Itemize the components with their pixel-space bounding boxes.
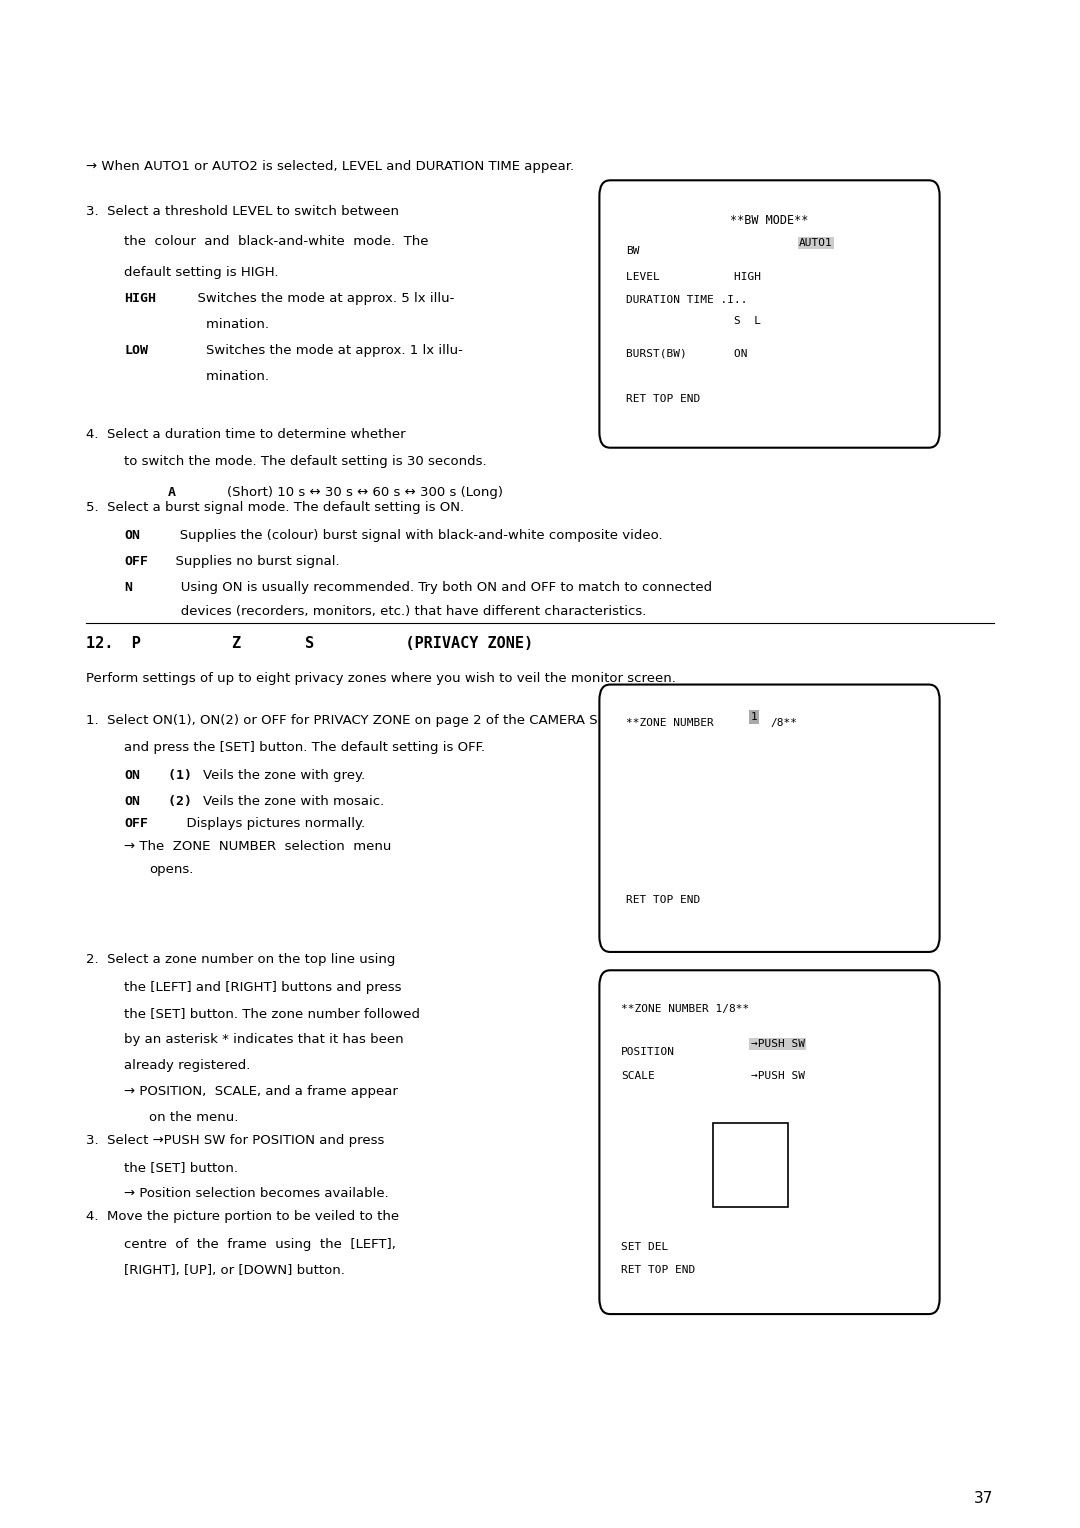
Text: [RIGHT], [UP], or [DOWN] button.: [RIGHT], [UP], or [DOWN] button. [124, 1264, 346, 1277]
FancyBboxPatch shape [599, 180, 940, 448]
Text: Supplies the (colour) burst signal with black-and-white composite video.: Supplies the (colour) burst signal with … [167, 529, 663, 542]
Text: →PUSH SW: →PUSH SW [751, 1071, 805, 1082]
Text: SCALE: SCALE [621, 1071, 654, 1082]
Text: BW: BW [626, 246, 639, 257]
Text: and press the [SET] button. The default setting is OFF.: and press the [SET] button. The default … [124, 741, 485, 755]
Text: devices (recorders, monitors, etc.) that have different characteristics.: devices (recorders, monitors, etc.) that… [151, 605, 647, 619]
Text: LEVEL           HIGH: LEVEL HIGH [626, 272, 761, 283]
Text: to switch the mode. The default setting is 30 seconds.: to switch the mode. The default setting … [124, 455, 487, 469]
Text: 1.  Select ON(1), ON(2) or OFF for PRIVACY ZONE on page 2 of the CAMERA SETUP me: 1. Select ON(1), ON(2) or OFF for PRIVAC… [86, 714, 674, 727]
Text: S  L: S L [626, 316, 761, 327]
Text: BURST(BW)       ON: BURST(BW) ON [626, 348, 747, 359]
Text: ON: ON [124, 769, 140, 782]
Text: /8**: /8** [770, 718, 797, 729]
Text: Displays pictures normally.: Displays pictures normally. [178, 817, 365, 831]
Text: AUTO1: AUTO1 [799, 238, 833, 249]
Text: RET TOP END: RET TOP END [621, 1265, 696, 1276]
Text: 12.  P          Z       S          (PRIVACY ZONE): 12. P Z S (PRIVACY ZONE) [86, 636, 534, 651]
Text: by an asterisk * indicates that it has been: by an asterisk * indicates that it has b… [124, 1033, 404, 1047]
FancyBboxPatch shape [599, 970, 940, 1314]
Text: →PUSH SW: →PUSH SW [751, 1039, 805, 1050]
Text: Supplies no burst signal.: Supplies no burst signal. [167, 555, 340, 568]
Text: 4.  Select a duration time to determine whether: 4. Select a duration time to determine w… [86, 428, 406, 442]
Text: 5.  Select a burst signal mode. The default setting is ON.: 5. Select a burst signal mode. The defau… [86, 501, 464, 515]
Text: SET DEL: SET DEL [621, 1242, 669, 1253]
Text: Switches the mode at approx. 5 lx illu-: Switches the mode at approx. 5 lx illu- [189, 292, 455, 306]
Text: 37: 37 [974, 1491, 994, 1507]
Text: ON: ON [124, 529, 140, 542]
Text: mination.: mination. [189, 318, 269, 332]
Text: the [LEFT] and [RIGHT] buttons and press: the [LEFT] and [RIGHT] buttons and press [124, 981, 402, 995]
Text: RET TOP END: RET TOP END [626, 394, 701, 405]
Text: → POSITION,  SCALE, and a frame appear: → POSITION, SCALE, and a frame appear [124, 1085, 399, 1099]
Text: Using ON is usually recommended. Try both ON and OFF to match to connected: Using ON is usually recommended. Try bot… [151, 581, 713, 594]
Text: A: A [167, 486, 175, 500]
Text: POSITION: POSITION [621, 1047, 675, 1057]
Text: 4.  Move the picture portion to be veiled to the: 4. Move the picture portion to be veiled… [86, 1210, 400, 1224]
Text: Veils the zone with mosaic.: Veils the zone with mosaic. [203, 795, 384, 808]
Text: OFF: OFF [124, 817, 148, 831]
Text: 1: 1 [751, 712, 757, 723]
Text: **BW MODE**: **BW MODE** [730, 214, 809, 228]
Text: Switches the mode at approx. 1 lx illu-: Switches the mode at approx. 1 lx illu- [189, 344, 463, 358]
Text: N: N [124, 581, 132, 594]
Text: ON: ON [124, 795, 140, 808]
Text: Veils the zone with grey.: Veils the zone with grey. [203, 769, 365, 782]
Text: opens.: opens. [149, 863, 193, 877]
Text: DURATION TIME .I..: DURATION TIME .I.. [626, 295, 747, 306]
Text: the [SET] button.: the [SET] button. [124, 1161, 239, 1175]
FancyBboxPatch shape [599, 685, 940, 952]
Text: 2.  Select a zone number on the top line using: 2. Select a zone number on the top line … [86, 953, 395, 967]
Bar [713, 1123, 788, 1207]
Text: **ZONE NUMBER: **ZONE NUMBER [626, 718, 721, 729]
Text: → When AUTO1 or AUTO2 is selected, LEVEL and DURATION TIME appear.: → When AUTO1 or AUTO2 is selected, LEVEL… [86, 160, 575, 174]
Text: (2): (2) [160, 795, 192, 808]
Text: mination.: mination. [189, 370, 269, 384]
Text: → Position selection becomes available.: → Position selection becomes available. [124, 1187, 389, 1201]
Text: 3.  Select →PUSH SW for POSITION and press: 3. Select →PUSH SW for POSITION and pres… [86, 1134, 384, 1148]
Text: LOW: LOW [124, 344, 148, 358]
Text: Perform settings of up to eight privacy zones where you wish to veil the monitor: Perform settings of up to eight privacy … [86, 672, 676, 686]
Text: default setting is HIGH.: default setting is HIGH. [124, 266, 279, 280]
Text: 3.  Select a threshold LEVEL to switch between: 3. Select a threshold LEVEL to switch be… [86, 205, 400, 219]
Text: (Short) 10 s ↔ 30 s ↔ 60 s ↔ 300 s (Long): (Short) 10 s ↔ 30 s ↔ 60 s ↔ 300 s (Long… [227, 486, 503, 500]
Text: already registered.: already registered. [124, 1059, 251, 1073]
Text: (1): (1) [160, 769, 192, 782]
Text: → The  ZONE  NUMBER  selection  menu: → The ZONE NUMBER selection menu [124, 840, 392, 854]
Text: the  colour  and  black-and-white  mode.  The: the colour and black-and-white mode. The [124, 235, 429, 249]
Text: on the menu.: on the menu. [149, 1111, 239, 1125]
Text: **ZONE NUMBER 1/8**: **ZONE NUMBER 1/8** [621, 1004, 750, 1015]
Text: HIGH: HIGH [124, 292, 157, 306]
Text: OFF: OFF [124, 555, 148, 568]
Text: RET TOP END: RET TOP END [626, 895, 701, 906]
Text: the [SET] button. The zone number followed: the [SET] button. The zone number follow… [124, 1007, 420, 1021]
Text: centre  of  the  frame  using  the  [LEFT],: centre of the frame using the [LEFT], [124, 1238, 396, 1251]
